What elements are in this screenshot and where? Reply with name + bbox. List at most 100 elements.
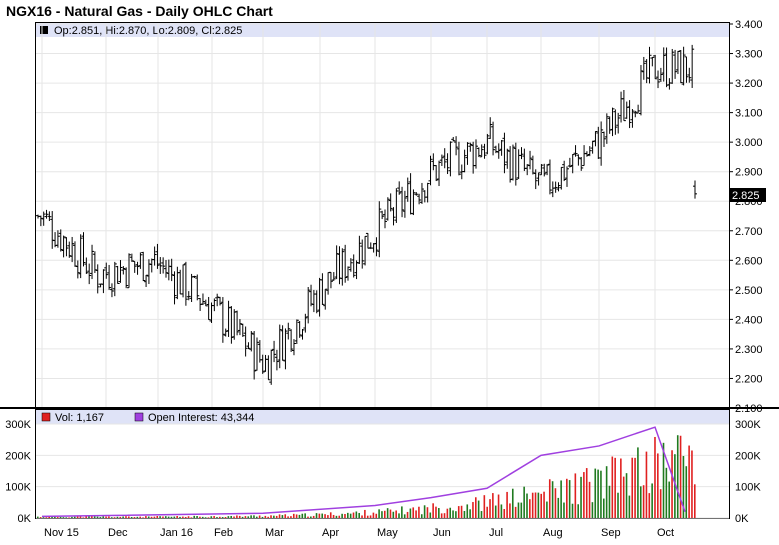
volume-bar: [213, 516, 215, 518]
volume-bar: [39, 517, 42, 518]
ohlc-bar: [155, 243, 160, 269]
ohlc-bar: [690, 44, 695, 88]
ohlc-bar: [590, 140, 595, 154]
ohlc-bar: [121, 266, 126, 275]
last-price-box: [730, 188, 766, 202]
volume-bars: [37, 435, 696, 518]
volume-bar: [531, 492, 534, 518]
ohlc-bar: [129, 253, 134, 262]
ohlc-bar: [397, 181, 402, 195]
volume-bar: [369, 515, 372, 518]
legend-marker-open-interest: [134, 412, 144, 422]
ohlc-bar: [289, 329, 294, 352]
x-axis: Nov 15 Dec Jan 16 Feb Mar Apr May Jun Jul Aug Sep O…: [44, 527, 674, 539]
volume-bar: [432, 503, 434, 518]
volume-bar: [159, 516, 161, 518]
ohlc-bar: [109, 283, 114, 298]
ohlc-bar: [380, 210, 385, 220]
volume-bar: [420, 514, 423, 518]
volume-bar: [401, 506, 403, 518]
ohlc-bar: [391, 207, 396, 226]
volume-bar: [577, 504, 579, 518]
ohlc-bar: [132, 260, 137, 273]
volume-bar: [230, 515, 233, 518]
volume-bar: [497, 494, 500, 518]
ohlc-bar: [650, 56, 655, 67]
ohlc-bar: [323, 288, 328, 310]
volume-bar: [190, 517, 193, 518]
volume-bar: [125, 516, 127, 518]
volume-bar: [455, 511, 457, 518]
volume-bar: [267, 516, 269, 518]
volume-bar: [597, 469, 599, 518]
ohlc-bar: [229, 306, 234, 344]
volume-bar: [554, 488, 557, 518]
volume-bar: [164, 516, 167, 518]
volume-bar: [529, 499, 531, 518]
volume-bar: [523, 486, 525, 518]
ohlc-bar: [621, 89, 626, 122]
volume-bar: [108, 516, 110, 518]
volume-y-axis-right: 0K 100K 200K 300K: [735, 419, 761, 525]
volume-bar: [682, 456, 685, 518]
price-tick-label: 2.500: [735, 285, 763, 297]
ohlc-bar: [246, 342, 251, 350]
volume-bar: [429, 512, 432, 518]
ohlc-bar: [641, 56, 646, 80]
volume-bar: [150, 516, 153, 518]
open-interest-line: [41, 426, 686, 518]
volume-bar: [563, 502, 565, 518]
ohlc-bars: [36, 44, 697, 385]
volume-panel: [35, 409, 730, 519]
volume-bar: [162, 516, 164, 518]
ohlc-bar: [428, 155, 433, 186]
volume-bar: [665, 467, 668, 518]
ohlc-bar: [656, 70, 661, 89]
ohlc-bar: [240, 323, 245, 337]
ohlc-bar: [163, 260, 168, 278]
volume-bar: [270, 515, 272, 518]
volume-bar: [398, 513, 400, 518]
ohlc-bar: [593, 131, 598, 147]
volume-bar: [551, 481, 554, 518]
ohlc-bar: [363, 235, 368, 266]
ohlc-bar: [579, 157, 584, 171]
x-tick-label: Nov 15: [44, 527, 79, 539]
volume-bar: [284, 514, 287, 518]
volume-bar: [526, 493, 528, 518]
volume-bar: [54, 516, 56, 518]
ohlc-bar: [547, 159, 552, 195]
ohlc-bar: [272, 340, 277, 363]
volume-bar: [142, 517, 144, 518]
ohlc-bar: [394, 188, 399, 223]
volume-bar: [654, 436, 656, 518]
ohlc-bar: [115, 265, 120, 285]
volume-bar: [361, 515, 363, 518]
ohlc-bar: [681, 46, 686, 86]
volume-bar: [153, 516, 156, 518]
volume-bar: [133, 517, 136, 518]
ohlc-bar: [354, 260, 359, 280]
ohlc-bar: [92, 251, 97, 273]
ohlc-bar: [468, 142, 473, 152]
ohlc-bar: [533, 169, 538, 190]
volume-bar: [395, 510, 397, 518]
volume-bar: [216, 517, 218, 518]
ohlc-bar: [320, 273, 325, 305]
ohlc-bar: [539, 164, 544, 176]
volume-bar: [568, 480, 571, 518]
volume-bar: [156, 516, 159, 518]
ohlc-bar: [161, 257, 166, 274]
volume-tick-label-left: 0K: [18, 513, 32, 525]
volume-bar: [583, 472, 585, 518]
volume-bar: [298, 514, 301, 518]
volume-bar: [460, 505, 463, 518]
volume-bar: [332, 514, 335, 518]
volume-bar: [79, 516, 82, 518]
volume-bar: [389, 509, 392, 518]
volume-bar: [187, 516, 190, 518]
volume-bar: [88, 516, 90, 518]
volume-bar: [412, 507, 415, 518]
ohlc-bar: [678, 49, 683, 84]
